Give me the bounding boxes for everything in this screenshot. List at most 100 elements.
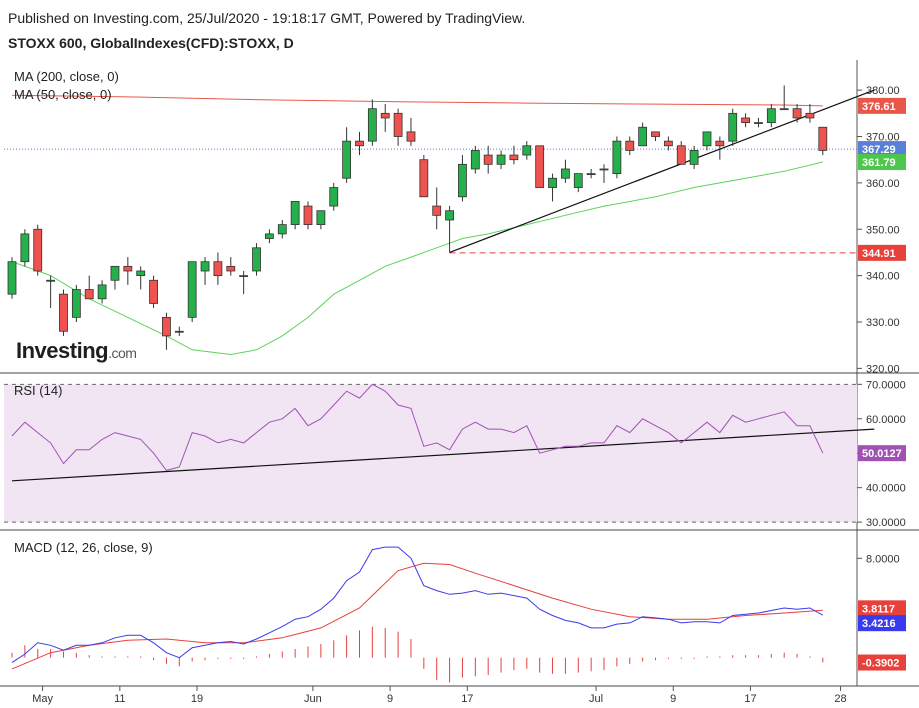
rsi-trendline	[11, 428, 875, 482]
candle-body	[136, 270, 146, 277]
time-tick-label: 17	[744, 693, 756, 705]
candle-body	[766, 108, 776, 123]
candle-body	[303, 205, 313, 226]
candle-body	[7, 261, 17, 295]
candle-body	[689, 150, 699, 165]
time-tick-label: 19	[191, 693, 203, 705]
candle-body	[20, 233, 30, 263]
rsi-tick-label: 70.0000	[866, 379, 906, 391]
price-tick-label: 360.00	[866, 178, 900, 190]
candle-body	[651, 131, 660, 137]
candle-body	[97, 284, 107, 300]
candle-body	[432, 205, 442, 216]
candle-body	[741, 117, 750, 123]
time-tick-label: 9	[387, 693, 393, 705]
candle-body	[277, 224, 287, 235]
macd-title: MACD (12, 26, close, 9)	[14, 540, 153, 555]
rsi-line	[11, 383, 824, 471]
macd-value-tag-bg	[858, 654, 906, 671]
candle-body	[458, 163, 467, 198]
time-tick-label: Jul	[589, 693, 603, 705]
candle-body	[174, 330, 184, 333]
candle-body	[46, 279, 56, 282]
candle-body	[367, 108, 377, 142]
investing-logo: Investing.com	[16, 338, 137, 363]
price-tag: 376.61	[862, 101, 896, 113]
candle-body	[200, 261, 210, 272]
ma200-line	[11, 94, 823, 107]
price-tick-label: 370.00	[866, 132, 900, 144]
candle-body	[187, 261, 197, 318]
macd-signal-line	[11, 562, 823, 670]
candle-body	[252, 247, 261, 272]
rsi-tick-label: 30.0000	[866, 517, 906, 529]
time-tick-label: 17	[461, 693, 473, 705]
candle-body	[535, 145, 545, 188]
published-caption: Published on Investing.com, 25/Jul/2020 …	[8, 10, 526, 26]
candle-body	[445, 210, 454, 221]
price-tick-label: 340.00	[866, 271, 900, 283]
price-tag: 361.79	[862, 157, 896, 169]
candle-body	[162, 316, 171, 337]
rsi-value-tag: 50.0127	[862, 448, 902, 460]
candle-body	[599, 168, 609, 171]
price-tag-bg	[858, 244, 906, 261]
candle-body	[715, 140, 725, 147]
candle-body	[573, 173, 583, 188]
time-tick-label: Jun	[304, 693, 322, 705]
candle-body	[123, 265, 133, 272]
rsi-band	[4, 384, 857, 523]
candle-body	[316, 210, 326, 226]
candle-body	[483, 154, 493, 165]
macd-value-tag: 3.8117	[862, 603, 895, 615]
price-tag: 367.29	[862, 144, 896, 156]
candle-body	[71, 289, 81, 318]
rsi-value-tag-bg	[858, 445, 906, 462]
time-tick-label: May	[32, 693, 53, 705]
price-tag-bg	[858, 97, 906, 114]
candle-body	[496, 154, 506, 165]
macd-value-tag-bg	[858, 600, 906, 617]
macd-value-tag: -0.3902	[862, 658, 899, 670]
candle-body	[754, 122, 763, 124]
candle-body	[239, 275, 249, 278]
candle-body	[110, 265, 120, 281]
candle-body	[522, 145, 532, 156]
candle-body	[342, 140, 352, 179]
rsi-title: RSI (14)	[14, 383, 63, 398]
price-tick-label: 380.00	[866, 85, 900, 97]
rsi-tick-label: 60.0000	[866, 414, 906, 426]
candle-body	[728, 112, 738, 142]
price-tick-label: 320.00	[866, 363, 900, 375]
macd-value-tag-bg	[858, 615, 906, 632]
candle-body	[213, 261, 223, 277]
candle-body	[329, 187, 339, 207]
rsi-tick-label: 40.0000	[866, 483, 906, 495]
candle-body	[792, 108, 802, 119]
price-tag-bg	[858, 141, 906, 158]
candle-body	[470, 150, 480, 170]
time-tick-label: 11	[114, 693, 125, 705]
candle-body	[355, 140, 364, 147]
price-tick-label: 330.00	[866, 317, 900, 329]
candle-body	[548, 177, 557, 188]
candle-body	[393, 112, 403, 137]
candle-body	[419, 159, 429, 198]
candle-body	[638, 126, 648, 147]
candle-body	[663, 140, 673, 147]
macd-line	[11, 546, 824, 664]
candle-body	[84, 289, 94, 300]
candle-body	[612, 140, 622, 175]
candle-body	[702, 131, 712, 147]
candle-body	[586, 173, 596, 176]
candle-body	[561, 168, 570, 179]
candle-body	[149, 279, 158, 304]
price-trendline	[449, 89, 875, 253]
symbol-title: STOXX 600, GlobalIndexes(CFD):STOXX, D	[8, 35, 294, 51]
price-tag-bg	[858, 154, 906, 171]
time-tick-label: 9	[670, 693, 676, 705]
price-tick-label: 350.00	[866, 224, 900, 236]
candle-body	[509, 154, 519, 161]
candle-body	[406, 131, 416, 142]
